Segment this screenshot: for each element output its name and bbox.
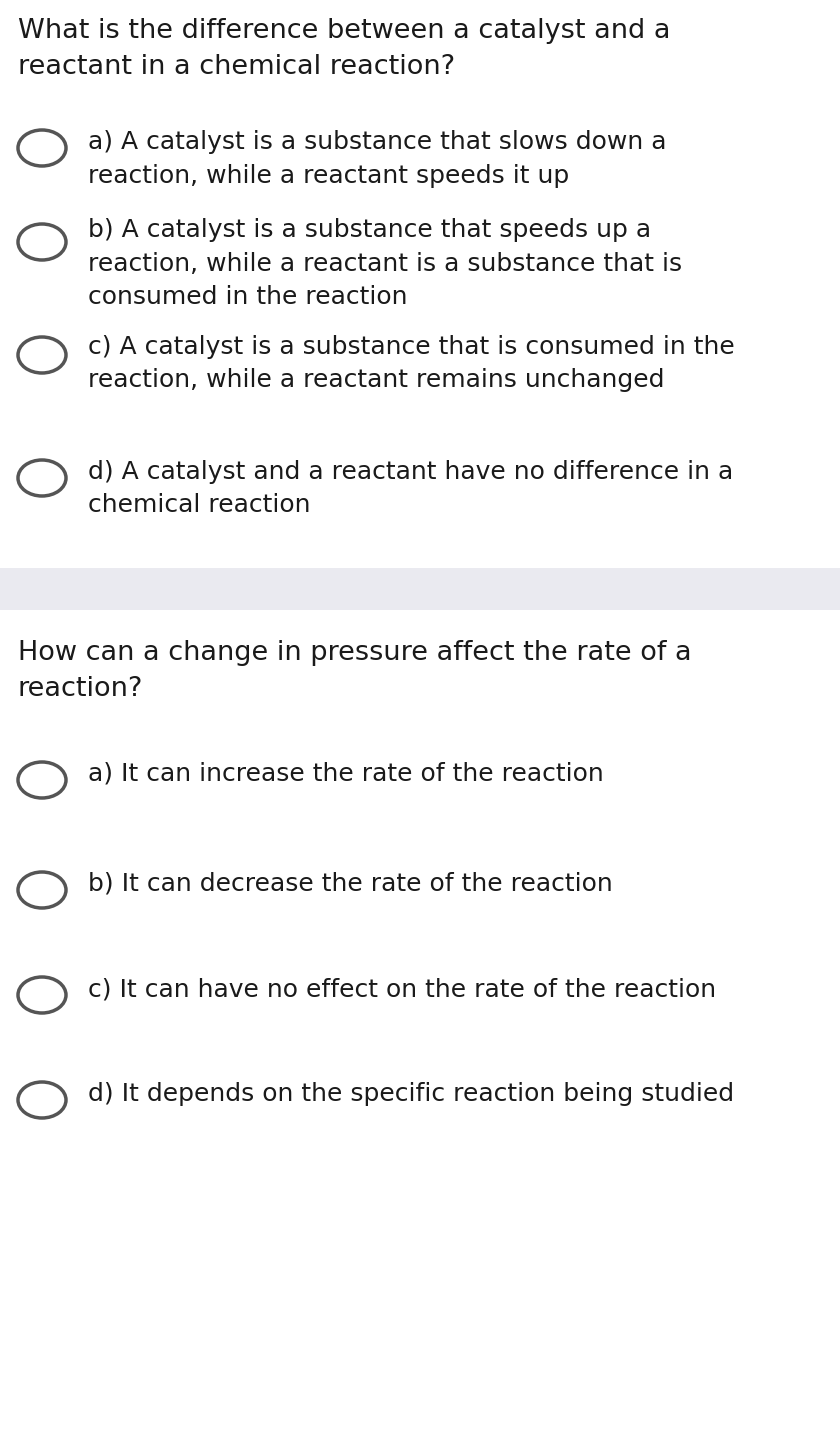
Text: How can a change in pressure affect the rate of a
reaction?: How can a change in pressure affect the … bbox=[18, 641, 691, 702]
Text: a) It can increase the rate of the reaction: a) It can increase the rate of the react… bbox=[88, 762, 604, 787]
Text: c) A catalyst is a substance that is consumed in the
reaction, while a reactant : c) A catalyst is a substance that is con… bbox=[88, 335, 735, 392]
Text: d) It depends on the specific reaction being studied: d) It depends on the specific reaction b… bbox=[88, 1083, 734, 1105]
Bar bbox=[0, 568, 840, 611]
Text: a) A catalyst is a substance that slows down a
reaction, while a reactant speeds: a) A catalyst is a substance that slows … bbox=[88, 130, 666, 187]
Text: d) A catalyst and a reactant have no difference in a
chemical reaction: d) A catalyst and a reactant have no dif… bbox=[88, 460, 733, 518]
Text: b) It can decrease the rate of the reaction: b) It can decrease the rate of the react… bbox=[88, 872, 612, 897]
Text: c) It can have no effect on the rate of the reaction: c) It can have no effect on the rate of … bbox=[88, 977, 717, 1001]
Text: What is the difference between a catalyst and a
reactant in a chemical reaction?: What is the difference between a catalys… bbox=[18, 19, 670, 80]
Text: b) A catalyst is a substance that speeds up a
reaction, while a reactant is a su: b) A catalyst is a substance that speeds… bbox=[88, 217, 682, 309]
